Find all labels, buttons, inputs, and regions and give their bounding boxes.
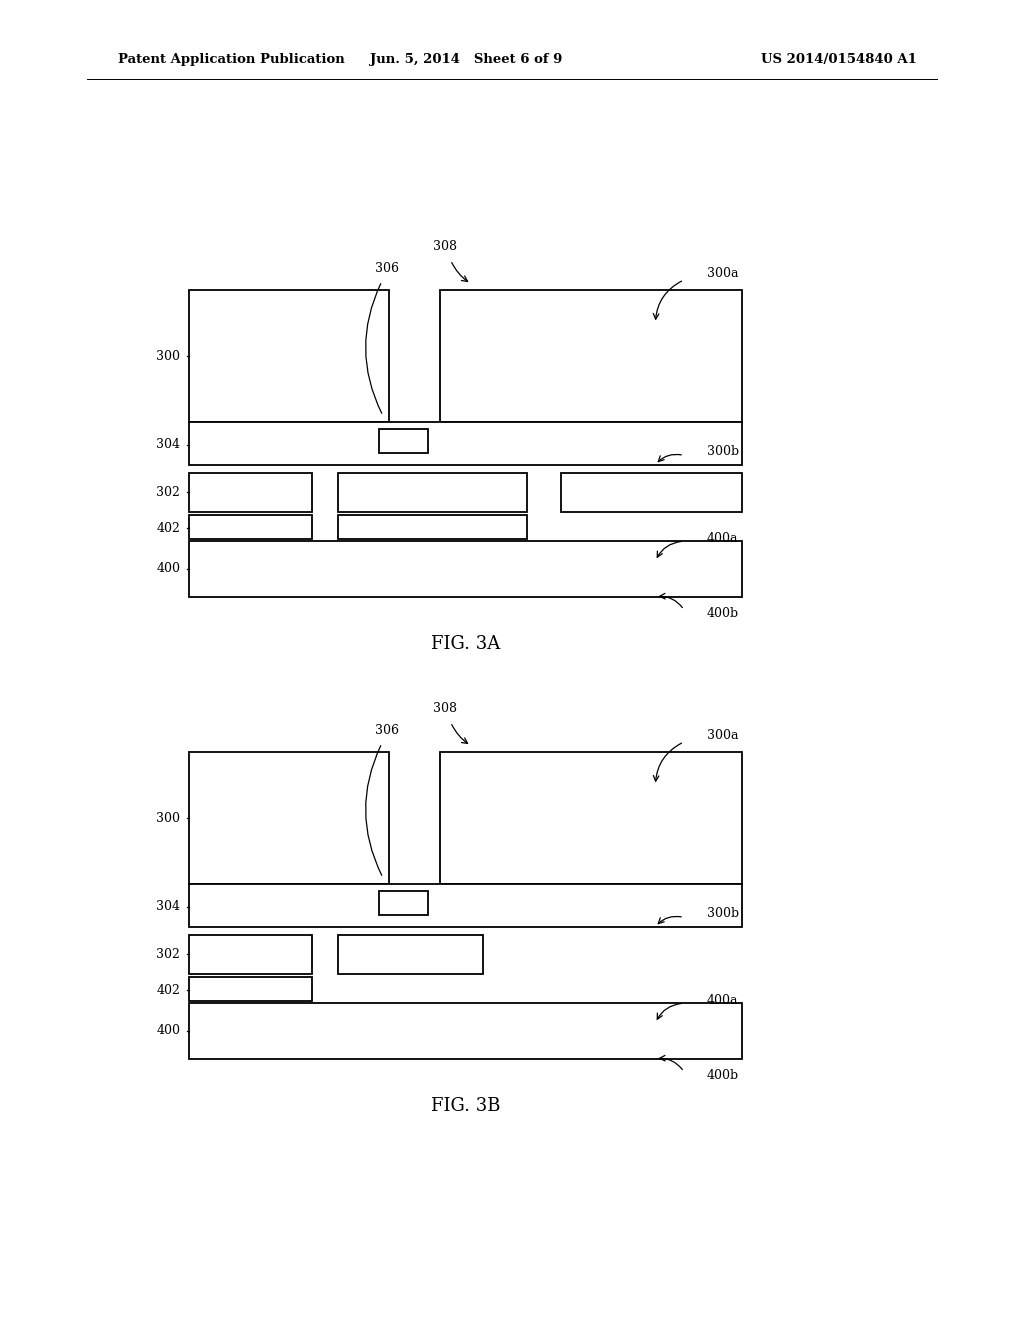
Text: Jun. 5, 2014   Sheet 6 of 9: Jun. 5, 2014 Sheet 6 of 9 [370,53,562,66]
Text: 400b: 400b [707,1069,738,1082]
Text: 300a: 300a [707,729,738,742]
Bar [189,1003,742,1059]
Bar [189,515,312,539]
Text: 400a: 400a [707,532,738,545]
Text: 300b: 300b [707,907,738,920]
Bar [338,515,527,539]
Text: 300: 300 [157,812,180,825]
Text: 400: 400 [157,562,180,576]
Text: Patent Application Publication: Patent Application Publication [118,53,344,66]
Text: 308: 308 [433,240,458,253]
Bar [189,290,389,422]
Text: 304: 304 [157,438,180,451]
Bar [379,429,428,453]
Text: 304: 304 [157,900,180,913]
Bar [338,473,527,512]
Text: 306: 306 [375,261,399,275]
Bar [189,473,312,512]
Bar [189,884,742,927]
Bar [561,473,742,512]
Bar [189,541,742,597]
Text: FIG. 3A: FIG. 3A [431,635,501,653]
Bar [189,977,312,1001]
Text: 306: 306 [375,723,399,737]
Bar [440,290,742,422]
Text: 300: 300 [157,350,180,363]
Text: 402: 402 [157,983,180,997]
Text: US 2014/0154840 A1: US 2014/0154840 A1 [761,53,916,66]
Text: 400: 400 [157,1024,180,1038]
Text: 400b: 400b [707,607,738,620]
Bar [440,752,742,884]
Text: 302: 302 [157,948,180,961]
Bar [189,752,389,884]
Bar [338,935,483,974]
Text: 402: 402 [157,521,180,535]
Text: FIG. 3B: FIG. 3B [431,1097,501,1115]
Bar [189,422,742,465]
Text: 400a: 400a [707,994,738,1007]
Bar [379,891,428,915]
Text: 300b: 300b [707,445,738,458]
Text: 300a: 300a [707,267,738,280]
Text: 302: 302 [157,486,180,499]
Text: 308: 308 [433,702,458,715]
Bar [189,935,312,974]
